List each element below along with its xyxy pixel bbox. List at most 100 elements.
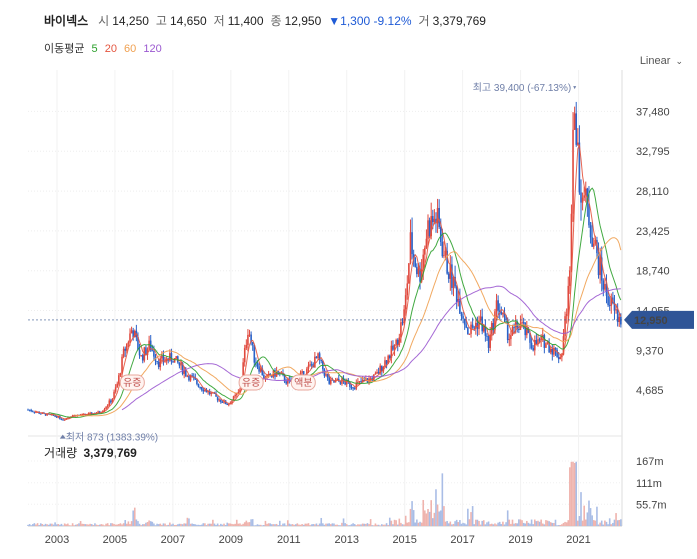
candle-body (130, 330, 133, 334)
volume-bar (596, 506, 598, 526)
candle-body (67, 417, 69, 419)
volume-bar (223, 523, 225, 526)
candle-body (350, 386, 353, 388)
volume-bar (301, 524, 303, 526)
moving-average-legend: 이동평균 5 20 60 120 (44, 40, 166, 56)
ma-120-line (121, 285, 621, 411)
volume-bar (189, 523, 192, 526)
candle-body (232, 396, 235, 401)
volume-bar (102, 524, 104, 526)
volume-bar (232, 524, 235, 526)
candle-body (285, 381, 287, 384)
volume-bar (95, 524, 98, 526)
candle-body (320, 359, 323, 361)
volume-bar (103, 525, 106, 526)
volume-bar (275, 523, 278, 526)
volume-bar (424, 510, 426, 526)
volume-bar (395, 520, 397, 526)
candle-body (352, 387, 354, 389)
candle-body (500, 312, 503, 315)
ma-60-label[interactable]: 60 (124, 43, 137, 55)
candle-body (36, 411, 39, 413)
volume-bar (430, 500, 432, 526)
candle-body (522, 322, 525, 324)
candle-body (116, 383, 119, 388)
volume-bar (251, 519, 254, 526)
volume-bar (401, 524, 404, 526)
volume-bar (245, 520, 248, 526)
candle-body (57, 416, 60, 418)
candle-body (336, 378, 338, 381)
volume-bar (248, 522, 251, 526)
high-label: 고 (155, 14, 167, 28)
candle-body (210, 392, 213, 394)
candle-body (513, 327, 515, 329)
volume-bar (505, 522, 507, 526)
volume-bar (140, 525, 142, 526)
volume-bar (553, 523, 555, 526)
candle-body (341, 378, 343, 384)
volume-bar (208, 523, 211, 526)
price-tick-label: 23,425 (636, 226, 670, 238)
candle-body (181, 362, 184, 374)
volume-bar (353, 524, 356, 526)
candle-body (261, 368, 264, 376)
volume-bar (306, 523, 308, 526)
volume-bar (414, 522, 417, 526)
volume-bar (538, 521, 541, 526)
volume-bar (41, 524, 44, 526)
high-annotation: 최고 39,400 (-67.13%) (473, 82, 571, 94)
volume-bar (513, 523, 515, 526)
candle-body (263, 375, 265, 378)
scale-toggle-button[interactable]: Linear ⌄ (640, 55, 683, 67)
low-label: 저 (213, 14, 225, 28)
volume-bar (358, 524, 361, 526)
volume-bar (67, 523, 69, 526)
candle-body (420, 269, 423, 282)
candle-body (508, 339, 511, 341)
volume-bar (231, 523, 233, 526)
volume-bar (462, 522, 464, 526)
volume-bar (463, 523, 466, 526)
volume-bar (31, 524, 34, 526)
ma-5-label[interactable]: 5 (91, 43, 98, 55)
volume-bar (522, 522, 525, 526)
volume-bar (467, 508, 469, 526)
volume-bar (333, 523, 335, 526)
candle-body (173, 358, 176, 363)
candle-body (231, 400, 233, 404)
candle-body (538, 339, 541, 341)
volume-bar (342, 518, 345, 526)
volume-bar (341, 522, 343, 526)
ma-20-label[interactable]: 20 (104, 43, 117, 55)
open-label: 시 (98, 14, 110, 28)
volume-bar (600, 520, 603, 526)
candle-body (68, 417, 71, 419)
candle-body (114, 387, 117, 392)
volume-bar (234, 523, 236, 526)
volume-bar (49, 523, 52, 526)
candle-body (572, 129, 574, 214)
candle-body (353, 388, 356, 390)
volume-bar (422, 499, 425, 526)
candle-body (385, 360, 388, 364)
ma-120-label[interactable]: 120 (143, 43, 162, 55)
close-value: 12,950 (284, 14, 322, 28)
candle-body (51, 414, 53, 416)
volume-bar (145, 522, 147, 526)
event-label: 유증 (242, 377, 260, 389)
candle-body (299, 372, 302, 376)
candle-body (473, 327, 476, 329)
volume-bar (435, 489, 437, 526)
candle-body (543, 335, 546, 348)
candle-body (248, 334, 251, 336)
volume-bar (524, 523, 527, 526)
volume-bar (192, 524, 195, 526)
volume-bar (294, 524, 297, 526)
volume-bar (218, 525, 221, 526)
candle-body (369, 378, 372, 380)
volume-bar (57, 524, 60, 526)
candle-body (126, 343, 128, 351)
candle-body (484, 326, 487, 336)
